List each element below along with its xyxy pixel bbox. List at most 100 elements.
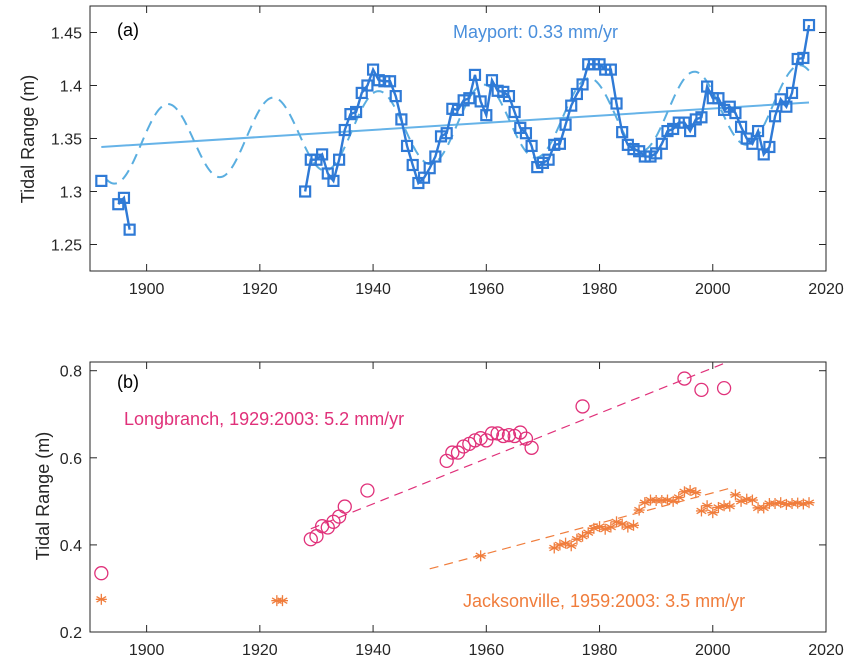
mayport-data-point [616,126,629,139]
panel-a-x-tick-label: 1920 [242,281,278,298]
mayport-data-point [440,127,453,140]
mayport-data-point [474,95,487,108]
longbranch-data-point [331,509,347,524]
panel-a-y-tick-label: 1.45 [51,26,82,43]
mayport-data-point [559,118,572,131]
panel-a-y-tick-label: 1.3 [60,185,82,202]
mayport-data-point [768,110,782,123]
panel-b-axes: 1900 1920 1940 1960 1980 2000 2020 0.2 0.4 0.6 0.8 [60,362,844,659]
jacksonville-data-point [605,521,617,533]
longbranch-trend-line [310,362,730,530]
mayport-data-point [780,100,793,113]
panel-b-plot-frame [89,361,827,633]
jacksonville-data-point [95,593,107,605]
panel-a-x-tick-label: 2020 [808,281,844,298]
mayport-data-point [785,86,799,100]
mayport-trend-annotation: Mayport: 0.33 mm/yr [453,22,618,42]
mayport-data-point [508,105,521,119]
mayport-data-point [327,174,340,187]
mayport-sinusoid-fit-curve [106,64,810,185]
mayport-data-point [117,191,131,204]
panel-b-y-axis-label: Tidal Range (m) [33,432,53,560]
mayport-data-point [349,105,363,119]
panel-a-plot-frame [89,5,827,272]
mayport-data-point [712,92,725,105]
mayport-data-point [684,124,697,138]
jacksonville-data-point [684,484,696,496]
panel-b-tidal-range-longbranch-jacksonville: 1900 1920 1940 1960 1980 2000 2020 0.2 0.4 0.6 0.8… [33,361,844,659]
mayport-data-point [468,68,482,82]
panel-b-x-tick-label: 1960 [469,642,505,659]
mayport-data-point [542,153,555,166]
panel-a-y-tick-label: 1.35 [51,132,82,149]
panel-b-label: (b) [117,372,139,392]
mayport-data-point [423,162,436,175]
mayport-data-point [695,111,708,124]
mayport-data-point [802,18,816,32]
jacksonville-data-point [475,550,487,562]
jacksonville-data-point [594,521,606,533]
mayport-data-point [338,123,351,137]
jacksonville-data-point [633,504,645,516]
panel-a-x-tick-label: 1980 [582,281,618,298]
longbranch-data-point [94,566,109,581]
jacksonville-trend-annotation: Jacksonville, 1959:2003: 3.5 mm/yr [463,591,745,611]
panel-a-axes: 1900 1920 1940 1960 1980 2000 2020 1.25 1.3 1.35 1… [51,6,844,298]
mayport-data-point [797,51,810,65]
jacksonville-data-point [695,505,707,517]
panel-a-y-tick-label: 1.25 [51,238,82,255]
jacksonville-data-point [758,502,770,514]
mayport-data-point [389,89,402,103]
panel-b-x-tick-label: 1940 [355,642,391,659]
jacksonville-data-point [746,494,758,506]
panel-b-y-tick-label: 0.4 [60,538,82,555]
longbranch-data-point [575,399,590,414]
mayport-data-point [400,139,414,153]
mayport-data-point [729,106,742,120]
panel-b-y-tick-label: 0.6 [60,451,82,468]
longbranch-data-point [445,445,460,460]
mayport-data-point [383,75,397,88]
panel-a-x-tick-label: 2000 [695,281,731,298]
panel-a-x-tick-label: 1900 [129,281,165,298]
panel-b-x-tick-label: 1920 [242,642,278,659]
panel-b-x-tick-label: 2000 [695,642,731,659]
panel-b-x-tick-label: 1900 [129,642,165,659]
mayport-data-point [604,63,617,76]
panel-b-marks [94,362,815,607]
panel-b-y-tick-label: 0.2 [60,625,82,642]
mayport-data-point [734,120,748,133]
mayport-data-point [701,80,714,93]
longbranch-data-point [677,371,692,386]
jacksonville-data-point [673,491,685,503]
mayport-data-point [525,139,538,153]
panel-a-y-tick-label: 1.4 [60,79,82,96]
mayport-data-point [480,109,493,122]
mayport-data-point [502,89,516,103]
jacksonville-data-point [803,497,815,509]
mayport-data-point [519,127,533,140]
longbranch-data-point [496,428,511,444]
jacksonville-data-point [729,489,741,501]
jacksonville-trend-line [429,487,730,570]
mayport-data-point [746,137,759,150]
mayport-data-point [95,174,108,187]
mayport-data-point [763,140,776,154]
longbranch-data-point [524,440,539,455]
jacksonville-data-point [276,595,288,607]
longbranch-data-point [484,426,500,441]
mayport-data-point [463,92,476,105]
mayport-data-point [395,113,408,126]
mayport-data-point [316,148,329,161]
longbranch-data-point [694,382,709,398]
panel-b-y-tick-label: 0.8 [60,364,82,381]
panel-a-label: (a) [117,20,139,40]
mayport-data-point [565,99,578,112]
jacksonville-data-point [735,495,747,507]
longbranch-data-point [320,520,335,535]
longbranch-data-point [360,483,375,498]
longbranch-trend-annotation: Longbranch, 1929:2003: 5.2 mm/yr [124,409,404,429]
mayport-data-point [299,185,312,198]
mayport-data-point [123,223,136,236]
